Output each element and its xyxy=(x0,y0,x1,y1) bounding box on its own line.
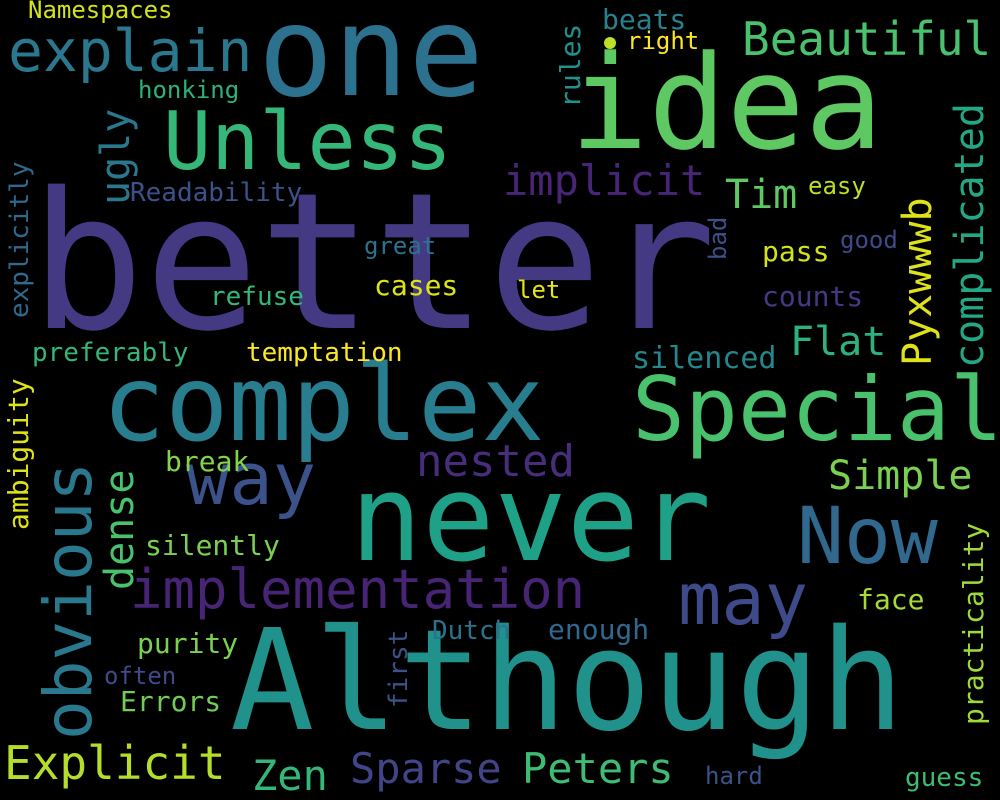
word-explicit: Explicit xyxy=(4,736,226,790)
word-enough: enough xyxy=(548,613,650,646)
word-purity: purity xyxy=(137,627,239,660)
word-zen: Zen xyxy=(252,751,328,800)
word-implicit: implicit xyxy=(503,156,706,205)
word-idea: idea xyxy=(570,27,884,179)
word-let: let xyxy=(517,276,561,304)
word-right: right xyxy=(627,27,700,55)
word-readability: Readability xyxy=(130,178,303,208)
word-explain: explain xyxy=(8,17,253,85)
word-sparse: Sparse xyxy=(350,744,502,793)
word-guess: guess xyxy=(905,763,984,793)
word-silently: silently xyxy=(145,529,280,562)
word-ugly: ugly xyxy=(93,108,139,205)
word-complicated: complicated xyxy=(947,103,993,368)
word-flat: Flat xyxy=(790,319,887,365)
word-honking: honking xyxy=(138,76,240,104)
word-tim: Tim xyxy=(725,172,798,218)
word-hard: hard xyxy=(705,762,763,790)
word-good: good xyxy=(840,226,898,254)
word-nested: nested xyxy=(416,436,575,487)
word-implementation: implementation xyxy=(130,558,586,621)
word-refuse: refuse xyxy=(210,282,304,312)
word-beats: beats xyxy=(602,3,687,36)
word-bad: bad xyxy=(704,216,732,260)
word-never: never xyxy=(350,450,712,589)
word-way: way xyxy=(186,437,317,521)
word-dutch: Dutch xyxy=(432,616,511,646)
word-ambiguity: ambiguity xyxy=(2,378,35,530)
word-face: face xyxy=(857,583,925,616)
word-practicality: practicality xyxy=(957,522,990,725)
word-simple: Simple xyxy=(828,453,973,499)
word-cases: cases xyxy=(374,269,459,302)
word-easy: easy xyxy=(808,172,866,200)
word-pyxwwwb: Pyxwwwb xyxy=(895,197,941,366)
bullet-dot xyxy=(604,37,616,49)
word-explicitly: explicitly xyxy=(5,161,35,318)
word-one: one xyxy=(258,0,484,125)
word-namespaces: Namespaces xyxy=(28,0,173,24)
word-often: often xyxy=(104,662,177,690)
word-may: may xyxy=(678,557,809,641)
word-although: Although xyxy=(230,600,905,763)
word-rules: rules xyxy=(554,23,587,108)
word-break: break xyxy=(165,445,250,478)
word-unless: Unless xyxy=(163,95,452,188)
word-silenced: silenced xyxy=(632,341,777,376)
word-obvious: obvious xyxy=(30,461,107,740)
word-peters: Peters xyxy=(522,744,674,793)
word-temptation: temptation xyxy=(246,338,403,368)
word-beautiful: Beautiful xyxy=(742,12,992,66)
word-preferably: preferably xyxy=(32,338,189,368)
word-dense: dense xyxy=(97,469,143,590)
word-complex: complex xyxy=(102,343,545,465)
word-better: better xyxy=(30,152,717,373)
word-errors: Errors xyxy=(120,685,222,718)
word-now: Now xyxy=(797,492,938,582)
word-first: first xyxy=(384,629,414,708)
word-pass: pass xyxy=(762,235,830,268)
word-special: Special xyxy=(632,358,1000,461)
word-counts: counts xyxy=(762,280,864,313)
word-great: great xyxy=(364,232,437,260)
